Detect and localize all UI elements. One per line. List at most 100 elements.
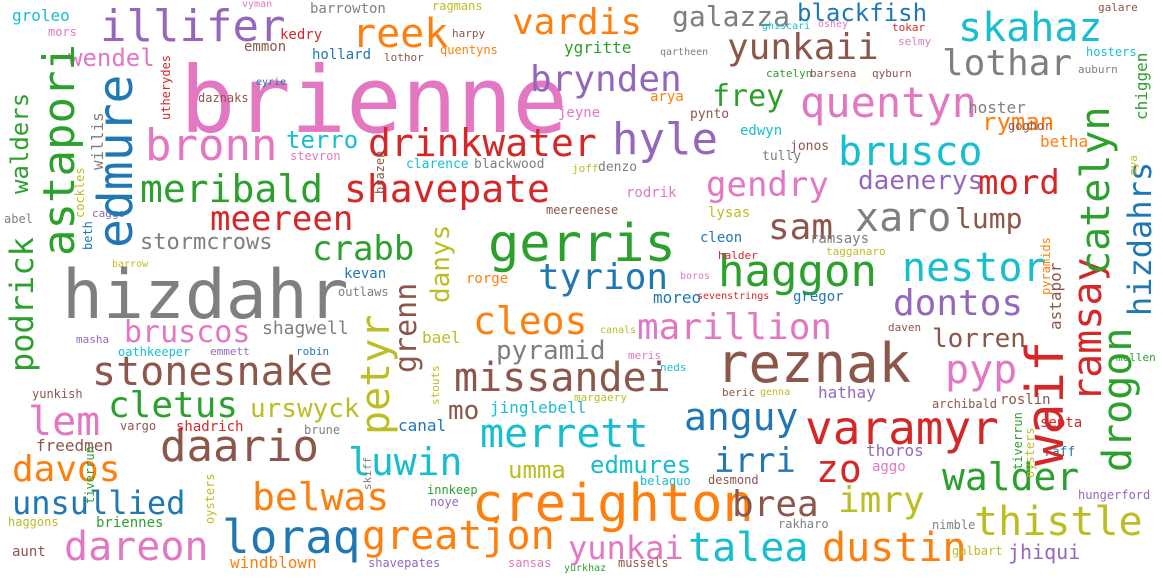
word-dontos: dontos [893, 283, 1024, 324]
word-barrowton: barrowton [310, 1, 386, 17]
word-daznaks: daznaks [198, 91, 249, 105]
word-yunkish: yunkish [32, 387, 83, 401]
word-brynden: brynden [530, 59, 682, 100]
word-mors: mors [48, 25, 77, 39]
word-kedry: kedry [280, 27, 323, 43]
word-selmy: selmy [898, 35, 932, 48]
word-stouts: stouts [429, 365, 442, 405]
word-vargo: vargo [120, 419, 157, 433]
word-noye: noye [430, 495, 459, 509]
word-xaro: xaro [855, 195, 952, 241]
word-greatjon: greatjon [362, 513, 555, 559]
word-osney: osney [818, 19, 849, 30]
word-tokar: tokar [892, 21, 926, 34]
word-thoros: thoros [866, 441, 924, 460]
word-emmett: emmett [210, 345, 250, 358]
word-shavepates: shavepates [368, 556, 441, 570]
word-brienne: brienne [180, 47, 568, 154]
word-oathkeeper: oathkeeper [118, 345, 191, 359]
word-illifer: illifer [100, 1, 286, 52]
word-meereenese: meereenese [546, 203, 619, 217]
word-ryman: ryman [982, 108, 1055, 136]
word-skahaz: skahaz [958, 5, 1103, 51]
word-zo: zo [816, 447, 862, 491]
word-boros: boros [680, 271, 711, 282]
word-blackfish: blackfish [797, 0, 928, 27]
word-mo: mo [448, 396, 480, 426]
word-archibald: archibald [932, 397, 998, 411]
word-marillion: marillion [637, 307, 833, 348]
word-creighton: creighton [472, 474, 754, 534]
word-beth: beth [81, 221, 95, 250]
word-hathay: hathay [818, 383, 876, 402]
word-rorge: rorge [466, 271, 509, 287]
word-frey: frey [712, 79, 785, 114]
word-petyr: petyr [353, 314, 399, 435]
word-mollen: mollen [1116, 351, 1156, 364]
word-drinkwater: drinkwater [368, 121, 597, 165]
word-tully: tully [762, 149, 802, 164]
word-pyramids: pyramids [1039, 237, 1053, 295]
word-astapori: astapori [34, 44, 85, 256]
word-auburn: auburn [1078, 63, 1118, 76]
word-hoster: hoster [968, 98, 1026, 117]
word-stevron: stevron [290, 149, 341, 163]
word-pyp: pyp [945, 347, 1018, 393]
word-gendry: gendry [706, 165, 829, 205]
word-yunkaii: yunkaii [727, 27, 879, 68]
word-meribald: meribald [140, 167, 324, 211]
word-nimble: nimble [932, 518, 976, 532]
word-pynto: pynto [690, 107, 730, 122]
word-groleo: groleo [12, 6, 70, 25]
word-lem: lem [28, 399, 101, 445]
word-ghiscari: ghiscari [762, 21, 811, 32]
word-sevenstrings: sevenstrings [697, 291, 770, 302]
word-haggons: haggons [8, 515, 59, 529]
word-canal: canal [398, 416, 447, 435]
word-wendel: wendel [68, 44, 155, 72]
word-jeyne: jeyne [558, 105, 601, 121]
word-lysas: lysas [708, 205, 751, 221]
word-chiggen: chiggen [1132, 52, 1151, 120]
word-cleon: cleon [700, 230, 743, 246]
word-lump: lump [955, 202, 1023, 235]
word-bruscos: bruscos [124, 315, 251, 350]
word-goghor: goghor [1008, 119, 1052, 133]
word-nestor: nestor [902, 245, 1047, 291]
word-brea: brea [732, 484, 819, 525]
word-pyntos: oysters [1023, 427, 1037, 478]
word-ramsays: ramsays [810, 231, 870, 247]
word-emmon: emmon [244, 39, 287, 55]
word-vardis: vardis [512, 2, 643, 43]
word-robin: robin [296, 345, 330, 358]
word-halder: halder [718, 249, 758, 262]
word-desmond: desmond [708, 473, 759, 487]
word-betha: betha [1040, 132, 1089, 151]
word-quentyns: quentyns [440, 43, 498, 57]
word-daenerys: daenerys [858, 166, 984, 196]
word-tiverrun: tiverrun [83, 446, 97, 504]
word-oysters: oysters [203, 473, 217, 524]
word-outlaws: outlaws [338, 285, 389, 299]
word-abel: abel [4, 212, 33, 226]
word-denzo: denzo [598, 160, 638, 175]
word-rodrik: rodrik [626, 185, 677, 201]
word-aggo: aggo [872, 459, 906, 475]
word-gerris: gerris [488, 214, 676, 274]
word-mord: mord [978, 163, 1060, 203]
word-meereen: meereen [210, 199, 354, 239]
word-daario: daario [160, 421, 319, 472]
word-blackwood: blackwood [474, 157, 545, 172]
word-lorren: lorren [932, 324, 1026, 354]
word-sam: sam [768, 207, 834, 248]
word-shavepate: shavepate [344, 167, 550, 211]
word-edmures: edmures [590, 451, 692, 479]
word-yunkai: yunkai [568, 529, 684, 567]
word-podrick: podrick [3, 237, 41, 372]
word-gregor: gregor [793, 289, 844, 305]
word-catelyn-vertical: catelyn [1073, 106, 1119, 275]
word-beric: beric [722, 386, 756, 399]
word-windblown: windblown [230, 553, 317, 572]
word-galare: galare [1098, 1, 1138, 14]
word-thistle: thistle [974, 499, 1143, 545]
